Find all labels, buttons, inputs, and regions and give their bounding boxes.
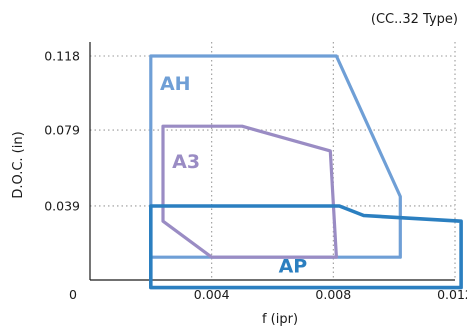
y-tick-label-1: 0.079 [44, 123, 80, 138]
y-tick-label-2: 0.118 [44, 49, 80, 64]
region-a3-outline [161, 124, 338, 259]
x-tick-label-2: 0.012 [437, 287, 467, 302]
y-axis-title: D.O.C. (in) [11, 131, 26, 198]
regions: AH A3 AP [149, 54, 463, 290]
x-tick-label-0: 0.004 [194, 287, 230, 302]
y-tick-labels: 0.039 0.079 0.118 [44, 49, 80, 214]
x-tick-label-1: 0.008 [315, 287, 351, 302]
y-tick-label-0: 0.039 [44, 198, 80, 213]
region-ap-outline [149, 204, 463, 290]
region-ah-label: AH [160, 73, 191, 95]
chart-note: (CC..32 Type) [371, 12, 458, 27]
grid-lines [90, 42, 456, 280]
origin-label: 0 [69, 287, 77, 302]
x-tick-labels: 0.004 0.008 0.012 [194, 287, 467, 302]
region-a3-label: A3 [172, 151, 200, 173]
region-ap-label: AP [279, 255, 308, 277]
x-axis-title: f (ipr) [262, 312, 298, 327]
